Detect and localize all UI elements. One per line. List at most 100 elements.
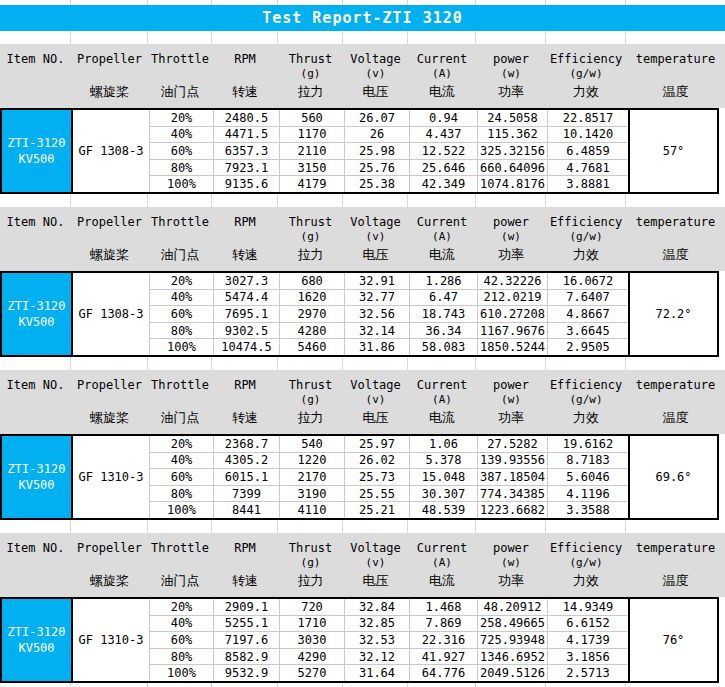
temperature-cell: 57° — [628, 110, 717, 192]
column-header-rpm: RPM 转速 — [212, 44, 278, 108]
column-label-en: Throttle — [151, 541, 209, 556]
table-row: 60% 7695.1 2970 32.56 18.743 610.27208 4… — [150, 306, 628, 323]
column-unit: (g) — [301, 230, 321, 244]
column-label-zh: 温度 — [663, 246, 689, 263]
column-label-en: Efficiency — [550, 541, 622, 556]
table-row: 40% 4471.5 1170 26 4.437 115.362 10.1420 — [150, 127, 628, 144]
column-unit: (w) — [501, 556, 521, 570]
column-unit: (w) — [501, 393, 521, 407]
efficiency-cell: 14.9349 — [548, 599, 628, 615]
column-unit: (w) — [501, 67, 521, 81]
column-label-en: temperature — [636, 378, 715, 393]
table-row: 40% 5255.1 1710 32.85 7.869 258.49665 6.… — [150, 616, 628, 633]
power-cell: 1167.9676 — [478, 323, 548, 339]
column-label-zh: 油门点 — [161, 83, 200, 100]
throttle-cell: 20% — [150, 599, 214, 615]
power-cell: 1223.6682 — [478, 502, 548, 518]
column-label-en: Current — [417, 378, 468, 393]
current-cell: 58.083 — [410, 339, 478, 355]
table-row: 80% 8582.9 4290 32.12 41.927 1346.6952 3… — [150, 649, 628, 666]
thrust-cell: 1710 — [280, 616, 345, 632]
column-header-voltage: Voltage (v) 电压 — [343, 207, 408, 271]
current-cell: 7.869 — [410, 616, 478, 632]
column-label-zh: 油门点 — [161, 572, 200, 589]
item-no-cell: ZTI-3120 KV500 — [2, 110, 73, 192]
column-header-throttle: Throttle 油门点 — [148, 207, 212, 271]
column-label-en: Efficiency — [550, 52, 622, 67]
table-row: 20% 2480.5 560 26.07 0.94 24.5058 22.851… — [150, 110, 628, 127]
column-label-zh: 拉力 — [298, 83, 324, 100]
column-label-zh: 转速 — [232, 572, 258, 589]
measurement-rows: 20% 2368.7 540 25.97 1.06 27.5282 19.616… — [150, 436, 628, 518]
column-label-en: temperature — [636, 215, 715, 230]
rpm-cell: 9532.9 — [214, 665, 280, 681]
column-label-zh: 油门点 — [161, 246, 200, 263]
thrust-cell: 1620 — [280, 290, 345, 306]
rpm-cell: 2909.1 — [214, 599, 280, 615]
column-label-en: Propeller — [77, 378, 142, 393]
voltage-cell: 32.12 — [345, 649, 410, 665]
thrust-cell: 3030 — [280, 632, 345, 648]
column-header-thrust: Thrust (g) 拉力 — [278, 44, 343, 108]
current-cell: 18.743 — [410, 306, 478, 322]
efficiency-cell: 10.1420 — [548, 127, 628, 143]
column-header-temperature: temperature 温度 — [626, 44, 725, 108]
current-cell: 36.34 — [410, 323, 478, 339]
item-kv: KV500 — [18, 151, 54, 167]
voltage-cell: 31.64 — [345, 665, 410, 681]
column-label-en: Current — [417, 215, 468, 230]
column-label-en: Item NO. — [7, 52, 65, 67]
voltage-cell: 32.85 — [345, 616, 410, 632]
throttle-cell: 80% — [150, 160, 214, 176]
column-label-zh: 功率 — [498, 572, 524, 589]
throttle-cell: 100% — [150, 502, 214, 518]
column-label-zh: 拉力 — [298, 572, 324, 589]
column-unit: (g/w) — [569, 230, 602, 244]
efficiency-cell: 3.3588 — [548, 502, 628, 518]
column-label-zh: 拉力 — [298, 246, 324, 263]
current-cell: 25.646 — [410, 160, 478, 176]
power-cell: 212.0219 — [478, 290, 548, 306]
spreadsheet-gridline-strip — [0, 0, 725, 5]
current-cell: 1.286 — [410, 273, 478, 289]
column-header-current: Current (A) 电流 — [408, 370, 476, 434]
column-label-en: RPM — [234, 378, 256, 393]
column-header-current: Current (A) 电流 — [408, 207, 476, 271]
column-label-en: temperature — [636, 541, 715, 556]
power-cell: 610.27208 — [478, 306, 548, 322]
column-header-temperature: temperature 温度 — [626, 207, 725, 271]
column-unit: (A) — [432, 67, 452, 81]
column-label-zh: 螺旋桨 — [90, 83, 129, 100]
voltage-cell: 25.38 — [345, 176, 410, 192]
power-cell: 24.5058 — [478, 110, 548, 126]
column-header-thrust: Thrust (g) 拉力 — [278, 207, 343, 271]
column-label-en: Propeller — [77, 52, 142, 67]
column-unit: (g) — [301, 393, 321, 407]
column-label-en: Item NO. — [7, 378, 65, 393]
throttle-cell: 60% — [150, 143, 214, 159]
column-header-item: Item NO. — [0, 370, 71, 434]
column-label-en: Voltage — [350, 215, 401, 230]
current-cell: 15.048 — [410, 469, 478, 485]
column-label-zh: 电流 — [429, 83, 455, 100]
power-cell: 1850.5244 — [478, 339, 548, 355]
column-label-en: power — [493, 215, 529, 230]
column-header-voltage: Voltage (v) 电压 — [343, 44, 408, 108]
column-label-zh: 功率 — [498, 409, 524, 426]
column-header-rpm: RPM 转速 — [212, 370, 278, 434]
rpm-cell: 6015.1 — [214, 469, 280, 485]
rpm-cell: 6357.3 — [214, 143, 280, 159]
column-header-propeller: Propeller 螺旋桨 — [71, 44, 148, 108]
table-row: 20% 2909.1 720 32.84 1.468 48.20912 14.9… — [150, 599, 628, 616]
efficiency-cell: 5.6046 — [548, 469, 628, 485]
efficiency-cell: 3.6645 — [548, 323, 628, 339]
item-no-cell: ZTI-3120 KV500 — [2, 436, 73, 518]
table-row: 60% 6357.3 2110 25.98 12.522 325.32156 6… — [150, 143, 628, 160]
throttle-cell: 80% — [150, 649, 214, 665]
table-row: 80% 9302.5 4280 32.14 36.34 1167.9676 3.… — [150, 323, 628, 340]
spreadsheet-gridline-strip — [0, 194, 725, 207]
column-label-en: Voltage — [350, 378, 401, 393]
throttle-cell: 20% — [150, 110, 214, 126]
rpm-cell: 9302.5 — [214, 323, 280, 339]
power-cell: 774.34385 — [478, 486, 548, 502]
